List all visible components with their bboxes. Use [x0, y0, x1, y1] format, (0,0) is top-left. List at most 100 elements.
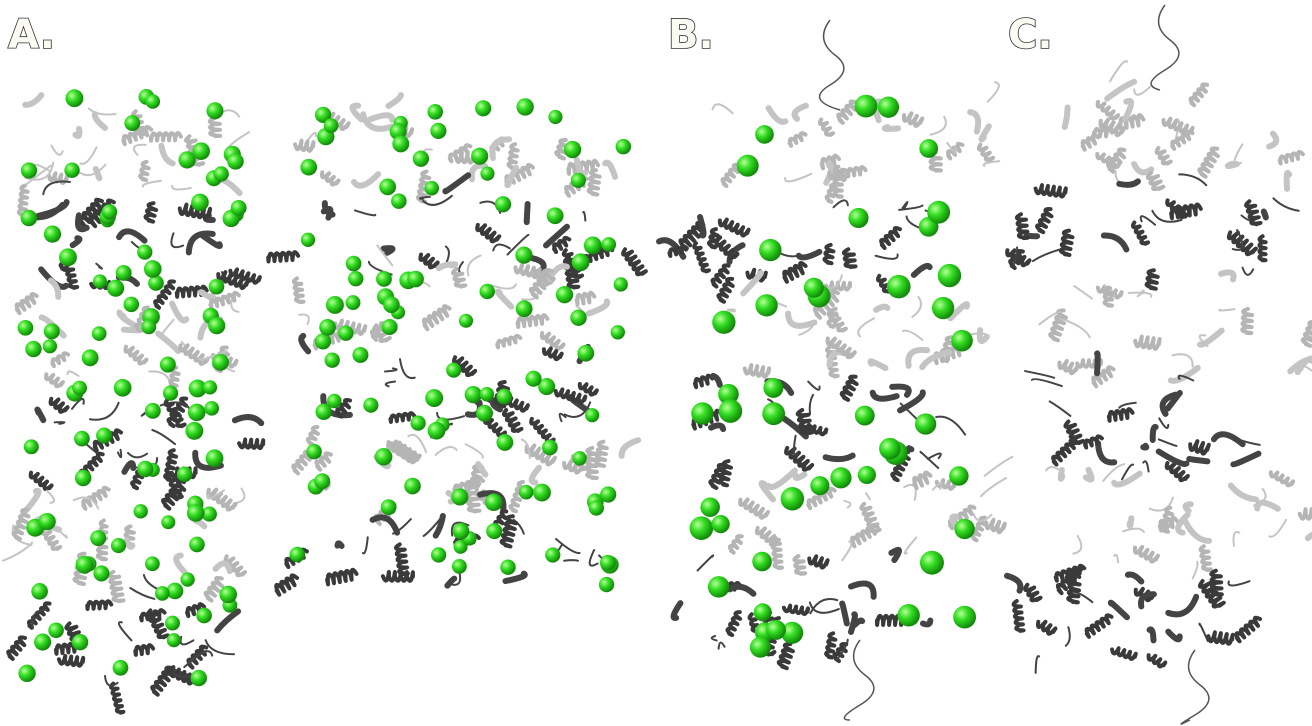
sphere [599, 577, 614, 592]
sphere [431, 547, 446, 562]
helix [784, 606, 808, 614]
helix [151, 133, 181, 141]
strand [384, 248, 393, 253]
sphere [691, 402, 713, 424]
strand [1107, 82, 1134, 99]
sphere [75, 470, 91, 486]
sphere [712, 515, 730, 533]
helix [294, 278, 304, 302]
sphere [855, 95, 878, 118]
strand [1243, 268, 1254, 275]
sphere [206, 102, 223, 119]
strand [712, 636, 717, 640]
strand [385, 368, 397, 371]
strand [905, 538, 917, 554]
strand [1061, 470, 1063, 479]
strand [842, 542, 851, 561]
sphere [203, 380, 217, 394]
sphere [564, 141, 581, 158]
strand [1214, 434, 1243, 444]
sphere [191, 670, 207, 686]
strand [299, 315, 309, 324]
strand [605, 163, 615, 177]
sphere [204, 401, 219, 416]
sphere [208, 317, 225, 334]
helix [623, 249, 646, 274]
strand [1228, 164, 1237, 166]
helix [809, 556, 827, 567]
strand [445, 175, 468, 191]
strand [885, 127, 898, 129]
strand [400, 359, 415, 378]
sphere [96, 427, 112, 443]
strand [719, 643, 725, 649]
strand [73, 238, 80, 245]
sphere [167, 633, 181, 647]
strand [981, 126, 988, 139]
strand [388, 95, 400, 106]
structures [3, 5, 1312, 724]
helix [17, 294, 37, 313]
strand [909, 448, 911, 449]
sphere [601, 237, 616, 252]
helix [391, 443, 419, 463]
helix [210, 118, 220, 136]
helix [794, 556, 805, 574]
helix [1036, 185, 1066, 196]
sphere [486, 523, 502, 539]
helix [727, 612, 740, 635]
helix [1236, 618, 1260, 642]
sphere [375, 448, 393, 466]
sphere [314, 473, 330, 489]
strand [1073, 536, 1081, 554]
helix [1068, 578, 1079, 602]
sphere [600, 555, 616, 571]
sphere [65, 89, 83, 107]
strand [355, 210, 375, 215]
sphere [44, 323, 60, 339]
strand [622, 440, 638, 456]
sphere [759, 239, 781, 261]
helix [1191, 84, 1208, 105]
strand [498, 292, 512, 307]
sphere [897, 604, 919, 626]
helix [904, 113, 922, 126]
strand [980, 330, 987, 341]
sphere [209, 279, 225, 295]
sphere [919, 139, 938, 158]
strand [810, 395, 813, 414]
sphere [878, 97, 899, 118]
strand [436, 516, 443, 536]
sphere [338, 325, 353, 340]
sphere [107, 280, 124, 297]
strand [152, 430, 175, 444]
strand [1189, 459, 1207, 461]
sphere [425, 389, 443, 407]
strand [1007, 576, 1020, 591]
strand [1134, 87, 1150, 95]
strand [1097, 353, 1098, 373]
helix [695, 376, 712, 388]
strand [1171, 368, 1198, 381]
strand [1153, 427, 1156, 440]
strand [1033, 249, 1061, 261]
sphere [25, 341, 41, 357]
sphere [21, 162, 37, 178]
sphere [219, 586, 237, 604]
strand [128, 453, 147, 457]
helix [180, 345, 208, 364]
strand [700, 217, 704, 235]
sphere [306, 444, 322, 460]
sphere [480, 387, 494, 401]
strand [866, 493, 870, 499]
strand [1159, 452, 1187, 465]
strand [1287, 173, 1289, 189]
sphere [137, 461, 153, 477]
sphere [451, 488, 468, 505]
helix [46, 374, 63, 386]
sphere [614, 277, 628, 291]
helix [206, 578, 223, 601]
sphere [191, 194, 209, 212]
figure: A. B. C. [0, 0, 1312, 726]
strand [55, 422, 65, 424]
